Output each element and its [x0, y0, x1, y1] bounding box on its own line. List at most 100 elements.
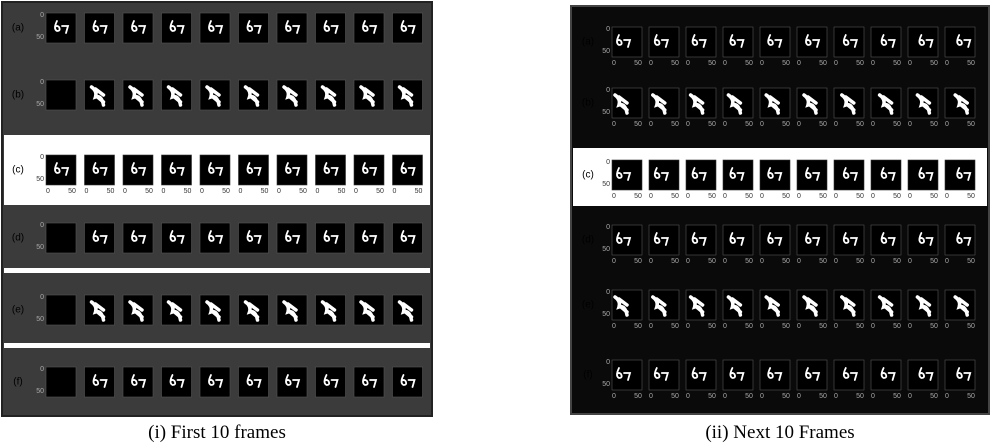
- x-tick-label: 0: [834, 258, 838, 265]
- x-tick-label: 0: [612, 60, 616, 67]
- frame: [648, 159, 680, 191]
- frame-content: [918, 367, 934, 381]
- y-tick-label: 0: [606, 289, 610, 296]
- frame-content: [285, 162, 301, 176]
- frame-content: [54, 162, 70, 176]
- panel-left-bg: [1, 1, 433, 417]
- frame-content: [767, 34, 783, 48]
- row-label: (d): [582, 235, 594, 246]
- frame-content: [653, 167, 669, 181]
- frame-content: [842, 34, 858, 48]
- frame-content: [320, 85, 337, 107]
- x-tick-label: 50: [634, 393, 642, 400]
- x-tick-label: 0: [834, 393, 838, 400]
- row-label: (b): [12, 90, 24, 101]
- frame-content: [131, 162, 147, 176]
- frame: [161, 79, 192, 111]
- x-tick-label: 0: [686, 60, 690, 67]
- x-tick-label: 50: [819, 258, 827, 265]
- frame-content: [166, 300, 183, 322]
- x-tick-label: 50: [930, 121, 938, 128]
- frame-content: [918, 232, 934, 246]
- frame: [392, 222, 423, 254]
- frame-content: [842, 367, 858, 381]
- frame: [944, 87, 976, 119]
- frame-content: [877, 295, 894, 317]
- x-tick-label: 50: [893, 258, 901, 265]
- x-tick-label: 50: [856, 121, 864, 128]
- frame: [45, 222, 77, 254]
- x-tick-label: 50: [671, 393, 679, 400]
- frame-content: [688, 295, 705, 317]
- x-tick-label: 50: [893, 393, 901, 400]
- frame-content: [323, 20, 339, 34]
- frame: [199, 154, 231, 186]
- frame-content: [691, 167, 707, 181]
- x-tick-label: 0: [945, 60, 949, 67]
- x-tick-label: 0: [871, 323, 875, 330]
- frame-content: [953, 93, 969, 115]
- x-tick-label: 0: [200, 188, 204, 195]
- frame-content: [764, 295, 780, 317]
- x-tick-label: 50: [671, 193, 679, 200]
- x-tick-label: 50: [745, 193, 753, 200]
- y-tick-label: 50: [602, 48, 610, 55]
- x-tick-label: 0: [834, 121, 838, 128]
- frame: [276, 154, 308, 186]
- frame: [122, 222, 154, 254]
- frame: [45, 154, 77, 186]
- x-tick-label: 0: [908, 258, 912, 265]
- x-tick-label: 50: [782, 121, 790, 128]
- frame: [392, 294, 423, 326]
- frame: [759, 359, 791, 391]
- x-tick-label: 50: [930, 393, 938, 400]
- x-tick-label: 50: [856, 258, 864, 265]
- x-tick-label: 0: [945, 193, 949, 200]
- frame: [84, 154, 115, 186]
- frame-content: [400, 230, 416, 244]
- frame-content: [880, 367, 896, 381]
- frame-content: [691, 34, 707, 48]
- frame-content: [359, 85, 375, 107]
- x-tick-label: 50: [930, 60, 938, 67]
- x-tick-label: 50: [967, 258, 975, 265]
- x-tick-label: 0: [908, 323, 912, 330]
- frame-content: [956, 367, 972, 381]
- frame: [45, 366, 77, 398]
- x-tick-label: 0: [612, 393, 616, 400]
- frame-content: [729, 367, 745, 381]
- frame: [199, 79, 231, 111]
- frame-content: [362, 374, 378, 388]
- frame-content: [651, 93, 667, 115]
- frame-content: [651, 295, 667, 317]
- frame-content: [362, 20, 378, 34]
- y-tick-label: 0: [606, 224, 610, 231]
- frame: [833, 289, 865, 321]
- frame: [315, 12, 346, 44]
- x-tick-label: 50: [708, 393, 716, 400]
- frame: [392, 154, 423, 186]
- frame-content: [616, 232, 632, 246]
- frame-content: [362, 230, 378, 244]
- x-tick-label: 50: [782, 258, 790, 265]
- x-tick-label: 0: [686, 258, 690, 265]
- frame: [122, 366, 154, 398]
- frame-content: [243, 85, 260, 107]
- frame: [796, 87, 828, 119]
- row-label: (e): [12, 305, 24, 316]
- frame-content: [400, 162, 416, 176]
- frame-content: [764, 93, 780, 115]
- caption-right: (ii) Next 10 Frames: [705, 422, 854, 443]
- x-tick-label: 50: [893, 193, 901, 200]
- frame: [122, 12, 154, 44]
- frame-content: [400, 374, 416, 388]
- frame-content: [89, 85, 106, 107]
- x-tick-label: 0: [649, 121, 653, 128]
- frame-content: [397, 300, 414, 322]
- frame-content: [880, 232, 896, 246]
- frame: [648, 224, 680, 256]
- x-tick-label: 0: [797, 258, 801, 265]
- frame-content: [285, 374, 301, 388]
- frame-content: [956, 232, 972, 246]
- x-tick-label: 0: [686, 393, 690, 400]
